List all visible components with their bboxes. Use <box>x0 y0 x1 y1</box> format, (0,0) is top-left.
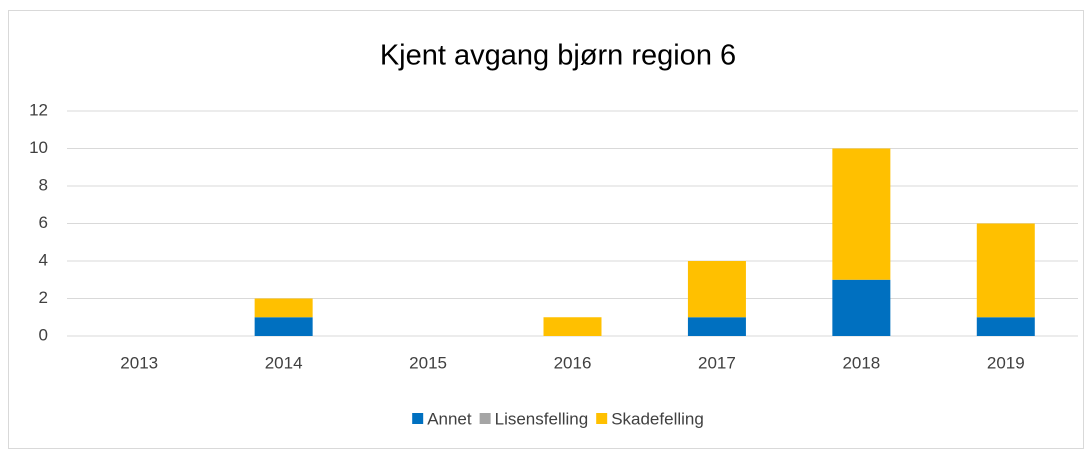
bar-segment <box>976 317 1035 336</box>
chart-border <box>8 10 1084 449</box>
y-tick-label: 10 <box>29 138 48 157</box>
bar-segment <box>543 317 602 336</box>
legend-swatch <box>479 413 491 424</box>
y-tick-label: 0 <box>39 325 48 344</box>
bar-segment <box>254 317 313 336</box>
chart-title: Kjent avgang bjørn region 6 <box>380 40 736 72</box>
legend-swatch <box>412 413 424 424</box>
bar-segment <box>832 148 891 280</box>
y-tick-label: 12 <box>29 100 48 119</box>
x-tick-label: 2013 <box>120 353 158 372</box>
bar-segment <box>687 317 746 336</box>
x-tick-label: 2016 <box>554 353 592 372</box>
bar-segment <box>687 261 746 318</box>
y-tick-label: 6 <box>39 213 48 232</box>
legend-swatch <box>596 413 608 424</box>
x-tick-label: 2015 <box>409 353 447 372</box>
y-tick-label: 2 <box>39 288 48 307</box>
y-tick-label: 8 <box>39 175 48 194</box>
x-tick-label: 2017 <box>698 353 736 372</box>
legend-label: Skadefelling <box>611 409 704 428</box>
legend-label: Annet <box>427 409 472 428</box>
legend-label: Lisensfelling <box>495 409 589 428</box>
x-tick-label: 2019 <box>987 353 1025 372</box>
x-tick-label: 2014 <box>265 353 303 372</box>
x-tick-label: 2018 <box>842 353 880 372</box>
bar-segment <box>254 298 313 318</box>
bar-segment <box>976 223 1035 318</box>
y-tick-label: 4 <box>39 250 48 269</box>
bar-segment <box>832 279 891 336</box>
